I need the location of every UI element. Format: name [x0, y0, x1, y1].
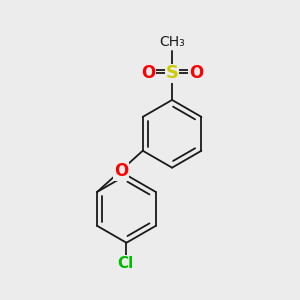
Text: Cl: Cl: [117, 256, 133, 271]
Text: S: S: [166, 64, 178, 82]
Text: CH₃: CH₃: [159, 35, 185, 49]
Text: O: O: [189, 64, 203, 82]
Text: O: O: [141, 64, 155, 82]
Text: O: O: [114, 162, 128, 180]
